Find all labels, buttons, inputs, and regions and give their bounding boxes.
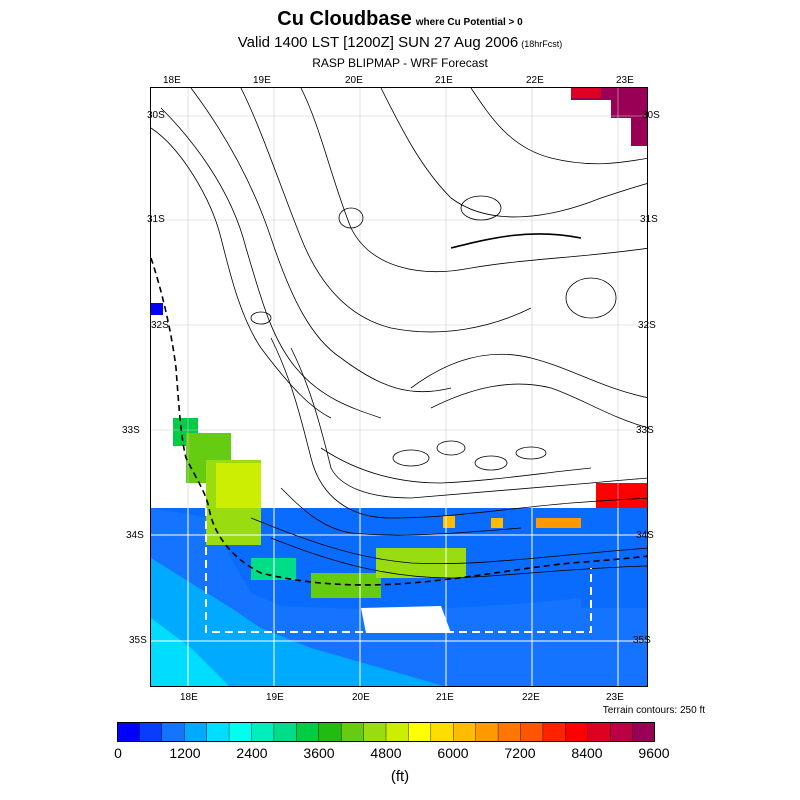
colorbar-tick: 7200 [504, 745, 536, 761]
colorbar-cell [228, 722, 253, 742]
terrain-contour-note: Terrain contours: 250 ft [602, 705, 705, 716]
colorbar-cell [453, 722, 477, 742]
coastline [151, 233, 647, 586]
title-condition: where Cu Potential > 0 [415, 17, 523, 28]
lon-label-bottom: 23E [606, 692, 624, 703]
colorbar-tick: 1200 [169, 745, 201, 761]
colorbar-cell [184, 722, 208, 742]
colorbar-cell [117, 722, 141, 742]
lat-label-left: 33S [122, 425, 140, 436]
colorbar-tick: 6000 [437, 745, 469, 761]
lat-label-right: 34S [636, 530, 654, 541]
colorbar-cell [565, 722, 589, 742]
colorbar-cell [475, 722, 499, 742]
lon-label-top: 18E [163, 75, 181, 86]
colorbar-cell [206, 722, 230, 742]
map-title: Cu Cloudbase where Cu Potential > 0 [0, 8, 800, 31]
colorbar-cell [318, 722, 342, 742]
lon-label-bottom: 20E [352, 692, 370, 703]
colorbar [117, 722, 655, 742]
domain-box [205, 508, 592, 633]
colorbar-tick: 4800 [370, 745, 402, 761]
valid-time: Valid 1400 LST [1200Z] SUN 27 Aug 2006 (1… [0, 34, 800, 51]
colorbar-cell [587, 722, 611, 742]
colorbar-cell [609, 722, 634, 742]
colorbar-cell [363, 722, 387, 742]
lon-label-top: 23E [616, 75, 634, 86]
lon-label-top: 19E [253, 75, 271, 86]
map-panel [150, 87, 648, 687]
graticule [151, 508, 647, 686]
lat-label-right: 33S [636, 425, 654, 436]
lat-label-right: 35S [633, 635, 651, 646]
colorbar-tick: 3600 [303, 745, 335, 761]
lat-label-left: 31S [147, 214, 165, 225]
colorbar-cell [251, 722, 275, 742]
colorbar-tick: 0 [114, 745, 122, 761]
lat-label-left: 32S [151, 320, 169, 331]
colorbar-cell [520, 722, 544, 742]
lat-label-right: 30S [642, 110, 660, 121]
forecast-hour: (18hrFcst) [521, 39, 563, 49]
lon-label-bottom: 19E [266, 692, 284, 703]
lon-label-top: 20E [345, 75, 363, 86]
lon-label-bottom: 21E [436, 692, 454, 703]
source-label: RASP BLIPMAP - WRF Forecast [312, 56, 488, 70]
lat-label-left: 35S [129, 635, 147, 646]
lat-label-right: 32S [638, 320, 656, 331]
lat-label-right: 31S [640, 214, 658, 225]
terrain-contours [151, 88, 647, 579]
colorbar-cell [273, 722, 298, 742]
cloudbase-fill [151, 88, 647, 686]
colorbar-tick: 9600 [638, 745, 670, 761]
colorbar-cell [408, 722, 432, 742]
colorbar-unit: (ft) [390, 768, 410, 785]
lat-label-left: 30S [147, 110, 165, 121]
colorbar-cell [161, 722, 185, 742]
colorbar-tick: 2400 [236, 745, 268, 761]
colorbar-cell [497, 722, 522, 742]
colorbar-cell [632, 722, 655, 742]
colorbar-cell [340, 722, 365, 742]
lon-label-top: 21E [435, 75, 453, 86]
graticule-land [151, 88, 647, 508]
colorbar-cell [542, 722, 567, 742]
lon-label-bottom: 22E [522, 692, 540, 703]
colorbar-cell [296, 722, 320, 742]
lon-label-bottom: 18E [180, 692, 198, 703]
valid-text: Valid 1400 LST [1200Z] SUN 27 Aug 2006 [237, 34, 519, 51]
colorbar-cell [139, 722, 163, 742]
colorbar-cell [385, 722, 410, 742]
map-canvas [151, 88, 647, 686]
lon-label-top: 22E [526, 75, 544, 86]
colorbar-cell [430, 722, 454, 742]
lat-label-left: 34S [126, 530, 144, 541]
title-text: Cu Cloudbase [277, 8, 412, 30]
colorbar-tick: 8400 [571, 745, 603, 761]
